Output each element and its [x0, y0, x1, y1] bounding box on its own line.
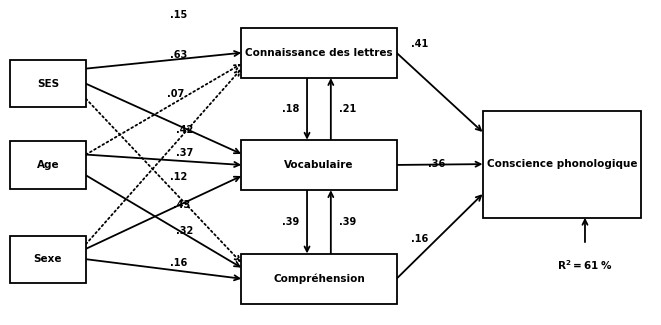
FancyBboxPatch shape — [10, 141, 86, 188]
Text: .63: .63 — [170, 50, 187, 60]
Text: Connaissance des lettres: Connaissance des lettres — [245, 48, 393, 58]
Text: .16: .16 — [411, 234, 428, 244]
Text: Age: Age — [36, 160, 59, 170]
Text: Conscience phonologique: Conscience phonologique — [486, 159, 637, 169]
Text: .37: .37 — [176, 148, 194, 158]
Text: SES: SES — [37, 79, 59, 89]
Text: .42: .42 — [176, 125, 194, 135]
FancyBboxPatch shape — [241, 28, 397, 78]
Text: .18: .18 — [282, 104, 299, 114]
Text: .39: .39 — [338, 217, 356, 227]
Text: .16: .16 — [170, 258, 187, 268]
Text: .12: .12 — [170, 172, 187, 182]
FancyBboxPatch shape — [241, 140, 397, 190]
Text: .39: .39 — [282, 217, 299, 227]
Text: .21: .21 — [338, 104, 356, 114]
FancyBboxPatch shape — [10, 236, 86, 283]
Text: .07: .07 — [167, 89, 184, 99]
Text: Sexe: Sexe — [34, 254, 62, 264]
FancyBboxPatch shape — [241, 254, 397, 304]
Text: .41: .41 — [411, 39, 428, 49]
Text: .32: .32 — [176, 226, 194, 236]
Text: .36: .36 — [428, 159, 445, 169]
FancyBboxPatch shape — [483, 111, 641, 218]
Text: Compréhension: Compréhension — [273, 273, 365, 284]
Text: .43: .43 — [173, 200, 190, 210]
Text: Vocabulaire: Vocabulaire — [284, 160, 354, 170]
FancyBboxPatch shape — [10, 60, 86, 107]
Text: .15: .15 — [170, 10, 187, 20]
Text: $\mathbf{R^2 = 61\ \%}$: $\mathbf{R^2 = 61\ \%}$ — [557, 258, 613, 272]
